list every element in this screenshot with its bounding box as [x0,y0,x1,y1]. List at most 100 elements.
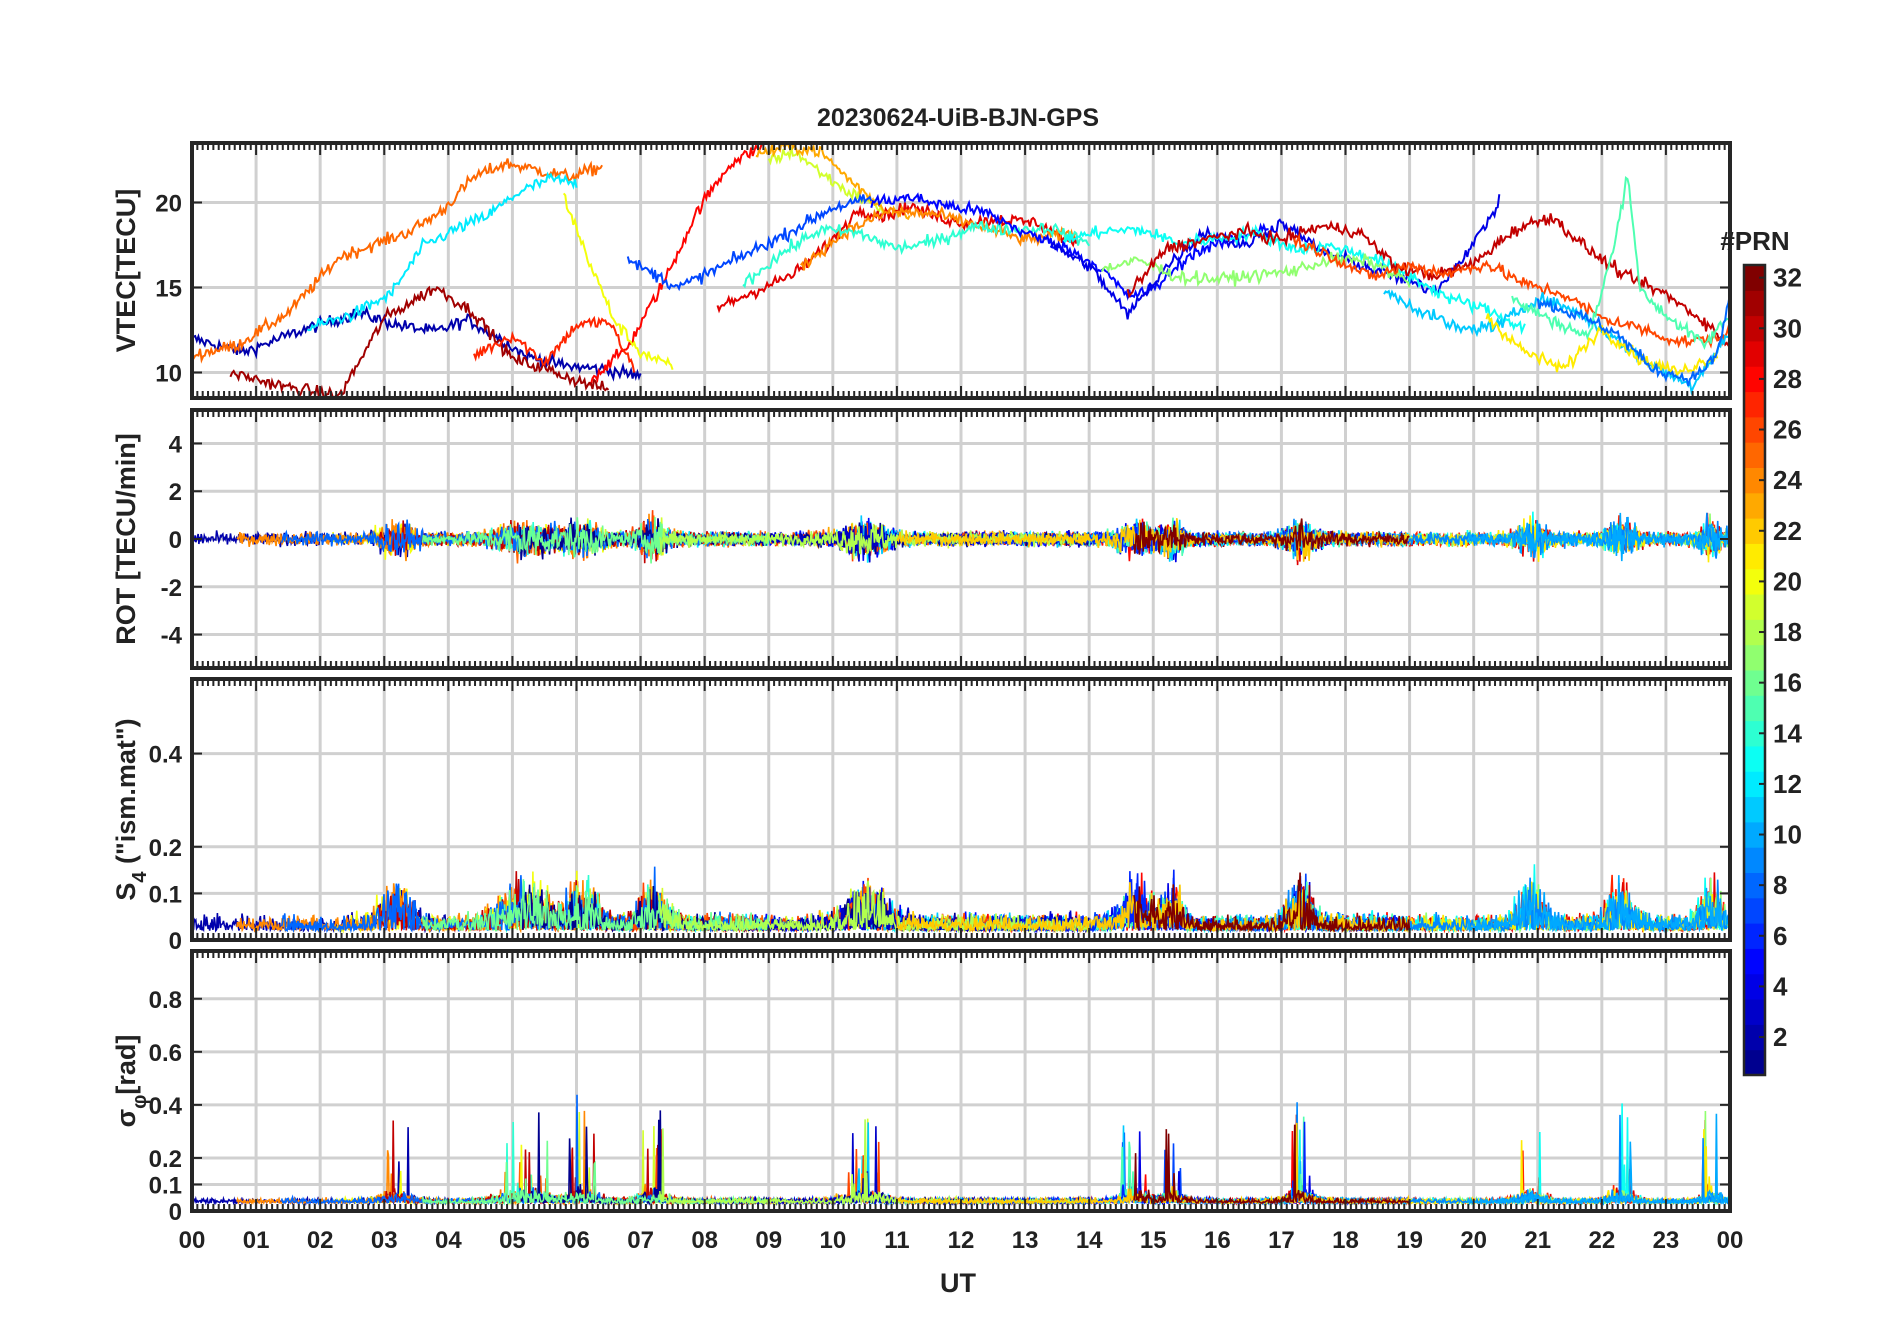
colorbar-segment [1744,543,1765,570]
series-group [192,510,1730,566]
colorbar-label: #PRN [1720,226,1789,256]
y-tick-label: 10 [155,361,182,388]
ticks [191,679,1731,941]
y-axis-label: VTEC[TECU] [111,189,141,353]
x-tick-label: 00 [179,1227,206,1254]
panel-s4: 00.10.20.4S4 ("ism.mat") [111,677,1732,955]
series-line-prn-5 [870,192,1269,302]
panel-rot: -4 -2 0 2 4 ROT [TECU/min] [111,408,1732,670]
colorbar-segment [1744,923,1765,949]
colorbar-tick-label: 22 [1773,516,1802,546]
series-line-prn-18 [659,880,1090,934]
colorbar-segment [1744,872,1765,899]
colorbar-segment [1744,568,1765,595]
x-tick-label: 13 [1012,1227,1039,1254]
colorbar-segment [1744,442,1765,468]
y-tick-label: 15 [155,276,182,303]
colorbar-segment [1744,973,1765,1000]
colorbar-segment [1744,720,1765,747]
y-tick-label: 0 [169,1199,182,1226]
series-line-prn-4 [1049,194,1501,320]
colorbar-segment [1744,847,1765,873]
series-line-prn-32 [1133,1124,1411,1206]
x-tick-label: 22 [1588,1227,1615,1254]
series-line-prn-10 [1466,512,1730,562]
series-line-prn-20 [562,192,674,371]
colorbar-tick-label: 18 [1773,617,1802,647]
y-axis-label: ROT [TECU/min] [111,433,141,644]
colorbar-segment [1744,948,1765,975]
y-tick-label: 0.4 [149,1093,183,1120]
series-line-prn-24 [800,204,1077,271]
ticks [191,951,1731,1212]
y-axis-label-sub: φ [129,1095,151,1109]
x-tick-label: 00 [1717,1227,1744,1254]
series-line-prn-18 [659,523,1090,560]
series-line-prn-32 [1133,518,1410,555]
colorbar-tick-label: 30 [1773,313,1802,343]
y-axis-label: S4 ("ism.mat") [111,718,151,900]
series-line-prn-30 [1126,213,1730,347]
x-tick-label: 15 [1140,1227,1167,1254]
colorbar-segment [1744,416,1765,443]
x-tick-label: 01 [243,1227,270,1254]
x-tick-label: 06 [563,1227,590,1254]
y-tick-label: 0.2 [149,835,182,862]
colorbar-segment [1744,821,1765,848]
series-line-prn-16 [421,517,770,564]
figure-title: 20230624-UiB-BJN-GPS [817,104,1099,132]
x-tick-label: 05 [499,1227,526,1254]
colorbar-tick-label: 16 [1773,668,1802,698]
x-tick-label: 14 [1076,1227,1103,1254]
colorbar-tick-label: 24 [1773,465,1802,495]
colorbar-segment [1744,391,1765,418]
series-line-prn-7 [626,193,873,292]
series-line-prn-27 [473,315,636,373]
colorbar-segment [1744,999,1765,1025]
colorbar-tick-label: 26 [1773,415,1802,445]
x-axis-label: UT [940,1268,976,1298]
y-tick-label: 0.1 [149,881,182,908]
x-tick-label: 04 [435,1227,462,1254]
ticks [191,410,1731,668]
colorbar-tick-label: 2 [1773,1022,1787,1052]
x-tick-label: 16 [1204,1227,1231,1254]
y-tick-label: 20 [155,191,182,218]
series-line-prn-25 [192,158,603,364]
grid [192,951,1730,1213]
series-line-prn-22 [896,518,1410,562]
panel-sigma-phi: 00.10.2 0.4 0.6 0.8 σφ[rad] [111,949,1732,1226]
series-line-prn-15 [1511,176,1730,351]
colorbar-segment [1744,644,1765,671]
y-tick-label: -4 [161,623,183,650]
y-tick-label: 4 [169,431,183,458]
series-line-prn-8 [1536,293,1730,387]
grid [192,143,1730,398]
colorbar-segment [1744,745,1765,772]
panel-vtec: 10 15 20 VTEC[TECU] [111,141,1732,400]
x-tick-label: 03 [371,1227,398,1254]
y-axis-label-sub: 4 [129,871,151,883]
y-tick-label: 0.4 [149,742,183,769]
colorbar-tick-label: 8 [1773,870,1787,900]
colorbar-tick-label: 4 [1773,971,1788,1001]
x-tick-label: 09 [755,1227,782,1254]
x-tick-label: 23 [1653,1227,1680,1254]
colorbar-segment [1744,897,1765,924]
x-tick-label: 17 [1268,1227,1295,1254]
y-tick-label: -2 [161,575,182,602]
colorbar-tick-label: 10 [1773,820,1802,850]
y-tick-label: 2 [169,479,182,506]
colorbar-tick-label: 12 [1773,769,1802,799]
y-axis-label-rest: [rad] [111,1035,141,1095]
series-group [192,864,1730,934]
y-tick-label: 0.2 [149,1146,182,1173]
colorbar-frame [1742,263,1767,1077]
colorbar-segment [1744,366,1765,393]
colorbar-tick-label: 32 [1773,263,1802,293]
x-tick-label: 20 [1460,1227,1487,1254]
series-line-prn-32 [1133,872,1411,934]
ticks [191,143,1731,398]
y-axis-label: σφ[rad] [111,1035,151,1128]
